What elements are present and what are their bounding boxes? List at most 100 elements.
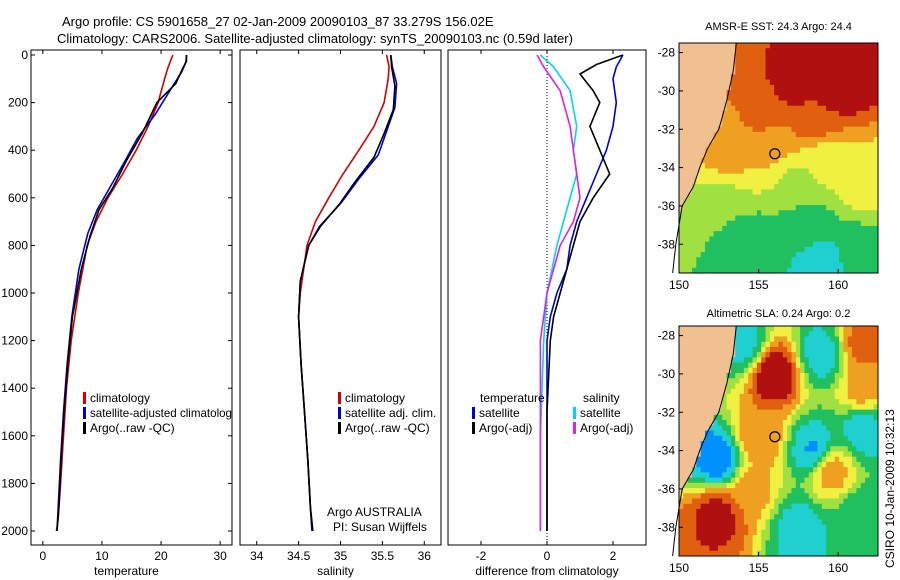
map-cell xyxy=(730,482,736,489)
map-cell xyxy=(843,158,849,164)
map-cell xyxy=(782,467,788,473)
map-cell xyxy=(765,488,771,494)
map-cell xyxy=(834,43,840,49)
map-cell xyxy=(847,540,853,546)
map-cell xyxy=(765,503,771,510)
map-cell xyxy=(679,503,684,510)
map-cell xyxy=(808,383,814,390)
map-cell xyxy=(726,63,732,70)
map-cell xyxy=(765,430,771,437)
map-cell xyxy=(787,482,792,489)
map-cell xyxy=(761,430,766,437)
map-cell xyxy=(782,100,788,107)
map-cell xyxy=(717,503,723,510)
map-cell xyxy=(726,241,732,248)
map-cell xyxy=(791,399,797,405)
y-tick-label: 1200 xyxy=(1,334,28,348)
map-cell xyxy=(873,498,879,505)
map-cell xyxy=(847,142,853,148)
map-cell xyxy=(821,503,827,510)
map-cell xyxy=(787,257,792,263)
map-cell xyxy=(691,540,697,546)
map-cell xyxy=(865,178,870,185)
map-cell xyxy=(847,357,853,363)
coastline xyxy=(672,325,737,557)
map-cell xyxy=(778,121,784,128)
map-cell xyxy=(704,535,710,541)
map-cell xyxy=(756,477,762,484)
map-cell xyxy=(813,545,818,552)
map-cell xyxy=(687,514,693,520)
map-cell xyxy=(717,545,723,552)
map-cell xyxy=(869,262,875,269)
map-cell xyxy=(722,346,727,353)
map-cell xyxy=(843,252,849,258)
map-cell xyxy=(726,461,732,468)
map-cell xyxy=(765,152,771,159)
map-cell xyxy=(821,357,827,363)
map-cell xyxy=(735,540,740,546)
map-cell xyxy=(839,236,844,243)
map-cell xyxy=(847,63,853,70)
map-cell xyxy=(847,100,853,107)
map-cell xyxy=(778,147,784,154)
map-cell xyxy=(743,100,749,107)
map-cell xyxy=(791,110,797,117)
map-cell xyxy=(709,225,715,232)
map-cell xyxy=(782,142,788,148)
map-cell xyxy=(713,373,719,379)
map-cell xyxy=(834,441,840,447)
map-cell xyxy=(856,383,862,390)
map-cell xyxy=(817,456,823,463)
map-cell xyxy=(722,231,727,237)
map-cell xyxy=(778,550,784,557)
map-cell xyxy=(834,147,840,154)
map-cell xyxy=(813,435,818,442)
map-cell xyxy=(769,199,775,206)
map-cell xyxy=(700,519,706,526)
map-cell xyxy=(717,388,723,395)
map-cell xyxy=(709,142,715,148)
map-cell xyxy=(778,48,784,54)
map-cell xyxy=(717,79,723,86)
map-cell xyxy=(726,257,732,263)
map-cell xyxy=(735,352,740,358)
map-cell xyxy=(713,456,719,463)
y-tick-label: 2000 xyxy=(1,524,28,538)
map-cell xyxy=(826,53,831,60)
map-cell xyxy=(709,420,715,426)
map-cell xyxy=(743,84,749,91)
map-cell xyxy=(683,393,689,400)
map-cell xyxy=(873,147,879,154)
map-cell xyxy=(696,147,702,154)
map-cell xyxy=(700,420,706,426)
map-cell xyxy=(791,346,797,353)
map-cell xyxy=(735,262,740,269)
map-cell xyxy=(843,461,849,468)
map-cell xyxy=(709,79,715,86)
map-cell xyxy=(860,163,866,169)
map-cell xyxy=(743,199,749,206)
map-cell xyxy=(800,74,805,80)
map-cell xyxy=(843,409,849,416)
map-cell xyxy=(826,194,831,201)
map-cell xyxy=(856,461,862,468)
map-cell xyxy=(834,121,840,128)
map-cell xyxy=(730,498,736,505)
map-cell xyxy=(730,362,736,369)
map-cell xyxy=(683,137,689,143)
map-cell xyxy=(782,409,788,416)
map-cell xyxy=(791,231,797,237)
map-cell xyxy=(826,110,831,117)
map-cell xyxy=(800,425,805,431)
map-cell xyxy=(808,43,814,49)
map-cell xyxy=(704,225,710,232)
map-cell xyxy=(860,535,866,541)
map-cell xyxy=(704,48,710,54)
map-cell xyxy=(834,393,840,400)
map-cell xyxy=(778,336,784,343)
map-cell xyxy=(800,184,805,190)
map-cell xyxy=(752,399,758,405)
map-cell xyxy=(856,346,862,353)
map-cell xyxy=(687,435,693,442)
